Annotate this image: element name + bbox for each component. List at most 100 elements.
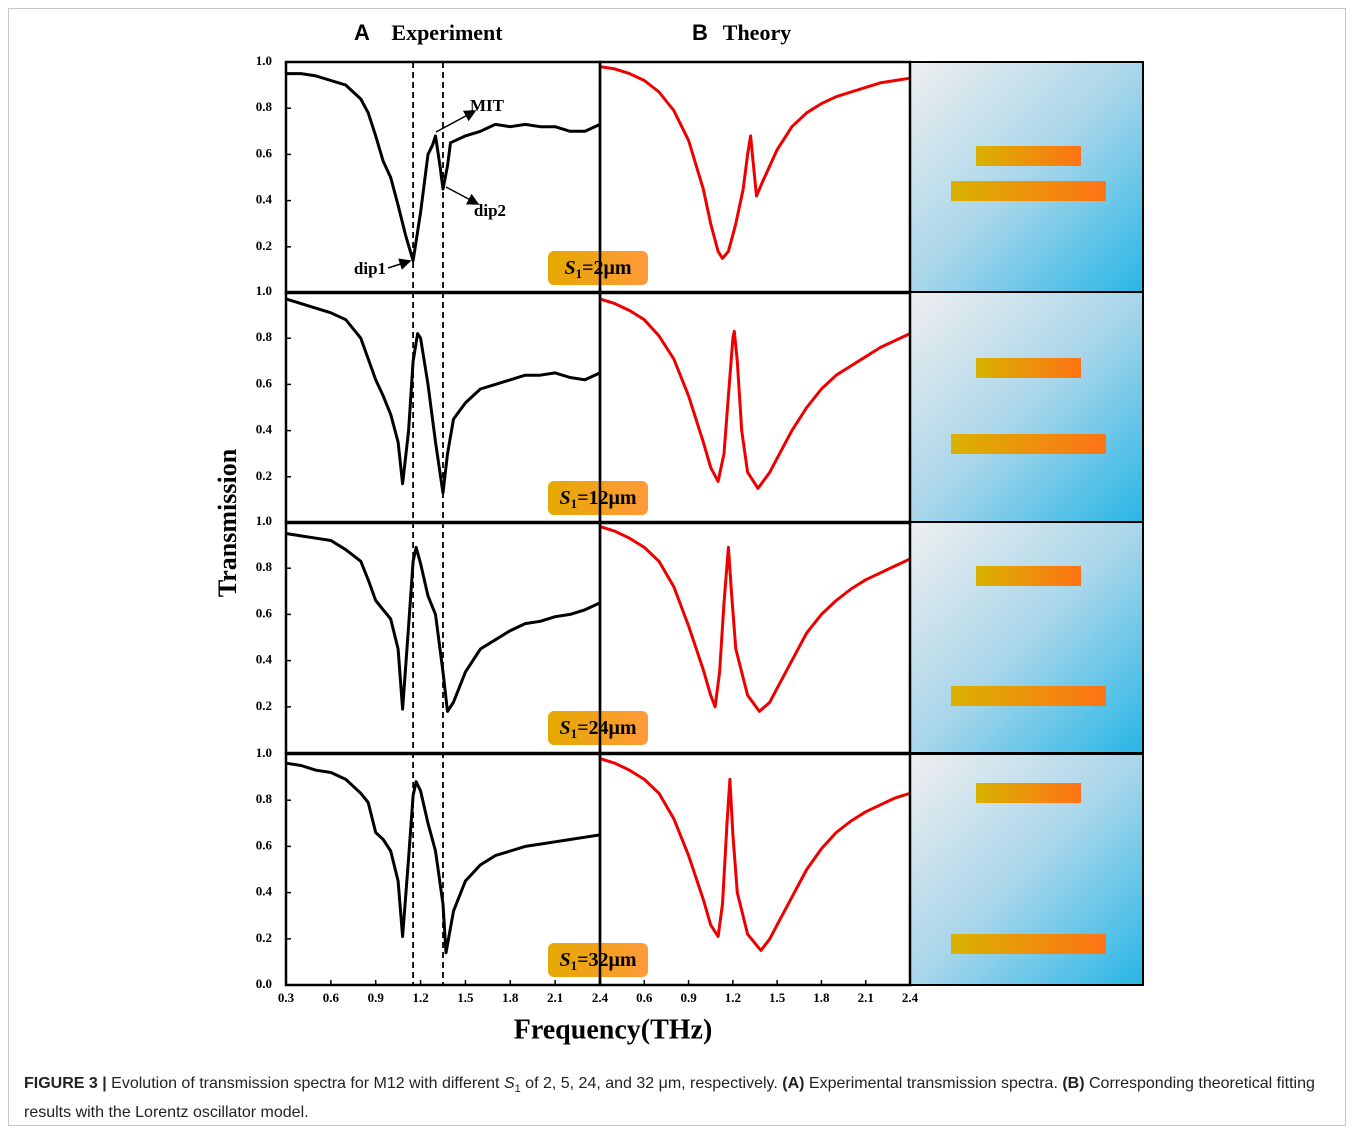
schematic-panel [909,61,1144,294]
y-tick-label: 0.4 [256,652,273,667]
y-tick-label: 0.4 [256,884,273,899]
parameter-subscript: 1 [576,266,583,281]
x-tick-label: 0.9 [368,990,385,1005]
y-tick-label: 1.0 [256,745,272,760]
parameter-tag [548,251,648,285]
caption-plain: Experimental transmission spectra. [804,1075,1063,1092]
parameter-label: S1=24μm [559,717,636,741]
resonator-long [951,686,1106,706]
resonator-short [976,566,1081,586]
caption-italic: S [503,1075,515,1092]
caption-bold: (B) [1062,1075,1085,1092]
resonator-short [976,783,1081,803]
x-tick-label: 1.5 [769,990,786,1005]
spectrum-line [285,297,601,495]
schematic-panel [909,291,1144,524]
x-tick-label: 2.1 [858,990,874,1005]
y-tick-label: 0.4 [256,422,273,437]
y-tick-label: 1.0 [256,53,272,68]
parameter-label: S1=32μm [559,949,636,973]
figure: A Experiment B Theory Transmission Frequ… [213,20,1144,1045]
parameter-value: =32μm [577,949,637,971]
annotation-label: MIT [470,96,505,115]
x-tick-label: 0.9 [680,990,697,1005]
x-tick-label: 1.2 [412,990,428,1005]
resonator-long [951,181,1106,201]
x-tick-label: 2.4 [902,990,919,1005]
schematic-panel [909,521,1144,754]
annotation-arrow [387,258,412,270]
spectrum-line [599,525,911,713]
panel-letter: B [692,20,708,45]
annotation-arrow [445,186,480,205]
x-tick-label: 1.2 [725,990,741,1005]
parameter-subscript: 1 [571,726,578,741]
x-tick-label: 1.8 [502,990,519,1005]
x-tick-label: 1.8 [813,990,830,1005]
y-tick-label: 0.8 [256,791,273,806]
y-tick-label: 1.0 [256,513,272,528]
x-tick-label: 1.5 [457,990,474,1005]
y-tick-label: 0.8 [256,329,273,344]
y-tick-label: 0.6 [256,145,273,160]
x-tick-label: 2.1 [547,990,563,1005]
y-tick-label: 0.6 [256,837,273,852]
y-tick-label: 0.2 [256,238,272,253]
panel-letter: A [354,20,370,45]
resonator-long [951,434,1106,454]
x-tick-label: 0.6 [323,990,340,1005]
y-axis-label: Transmission [213,448,242,597]
annotation-arrow [435,110,477,133]
resonator-short [976,146,1081,166]
spectrum-line [285,761,601,955]
caption-sub: 1 [514,1083,521,1096]
figure-frame [8,8,1346,1126]
parameter-tag [548,481,648,515]
parameter-symbol: S [559,487,570,509]
caption-plain: Corresponding theoretical fitting result… [24,1075,1315,1122]
caption-plain: Evolution of transmission spectra for M1… [106,1075,504,1092]
y-tick-label: 0.2 [256,698,272,713]
x-tick-label: 2.4 [592,990,609,1005]
spectrum-line [599,757,911,952]
y-tick-label: 0.6 [256,375,273,390]
spectrum-line [286,72,601,263]
y-tick-label: 0.2 [256,468,272,483]
annotation-label: dip2 [474,201,506,220]
plot-frame [598,752,912,987]
y-tick-label: 0.2 [256,930,272,945]
y-tick-label: 0.0 [256,976,272,991]
x-axis-label: Frequency(THz) [514,1014,713,1045]
x-tick-label: 0.3 [278,990,295,1005]
panel-title: Theory [723,20,791,45]
resonator-short [976,358,1081,378]
panel-title: Experiment [391,20,503,45]
parameter-value: =12μm [577,487,637,509]
parameter-value: =24μm [577,717,637,739]
y-tick-label: 0.6 [256,605,273,620]
spectrum-line [285,532,601,713]
y-tick-label: 0.8 [256,99,273,114]
caption-bold: (A) [782,1075,805,1092]
parameter-label: S1=2μm [564,257,631,281]
spectrum-line [599,297,911,490]
parameter-symbol: S [564,257,575,279]
resonator-long [951,934,1106,954]
caption-bold: FIGURE 3 | [24,1075,107,1092]
x-tick-label: 0.6 [636,990,653,1005]
caption-plain: of 2, 5, 24, and 32 μm, respectively. [520,1075,783,1092]
parameter-label: S1=12μm [559,487,636,511]
parameter-subscript: 1 [571,958,578,973]
y-tick-label: 0.4 [256,192,273,207]
parameter-tag [548,711,648,745]
parameter-tag [548,943,648,977]
parameter-subscript: 1 [571,496,578,511]
caption: FIGURE 3 | Evolution of transmission spe… [24,1072,1324,1125]
parameter-value: =2μm [582,257,632,279]
y-tick-label: 1.0 [256,283,272,298]
spectrum-line [599,65,911,260]
parameter-symbol: S [559,717,570,739]
annotation-label: dip1 [354,259,386,278]
parameter-symbol: S [559,949,570,971]
y-tick-label: 0.8 [256,559,273,574]
